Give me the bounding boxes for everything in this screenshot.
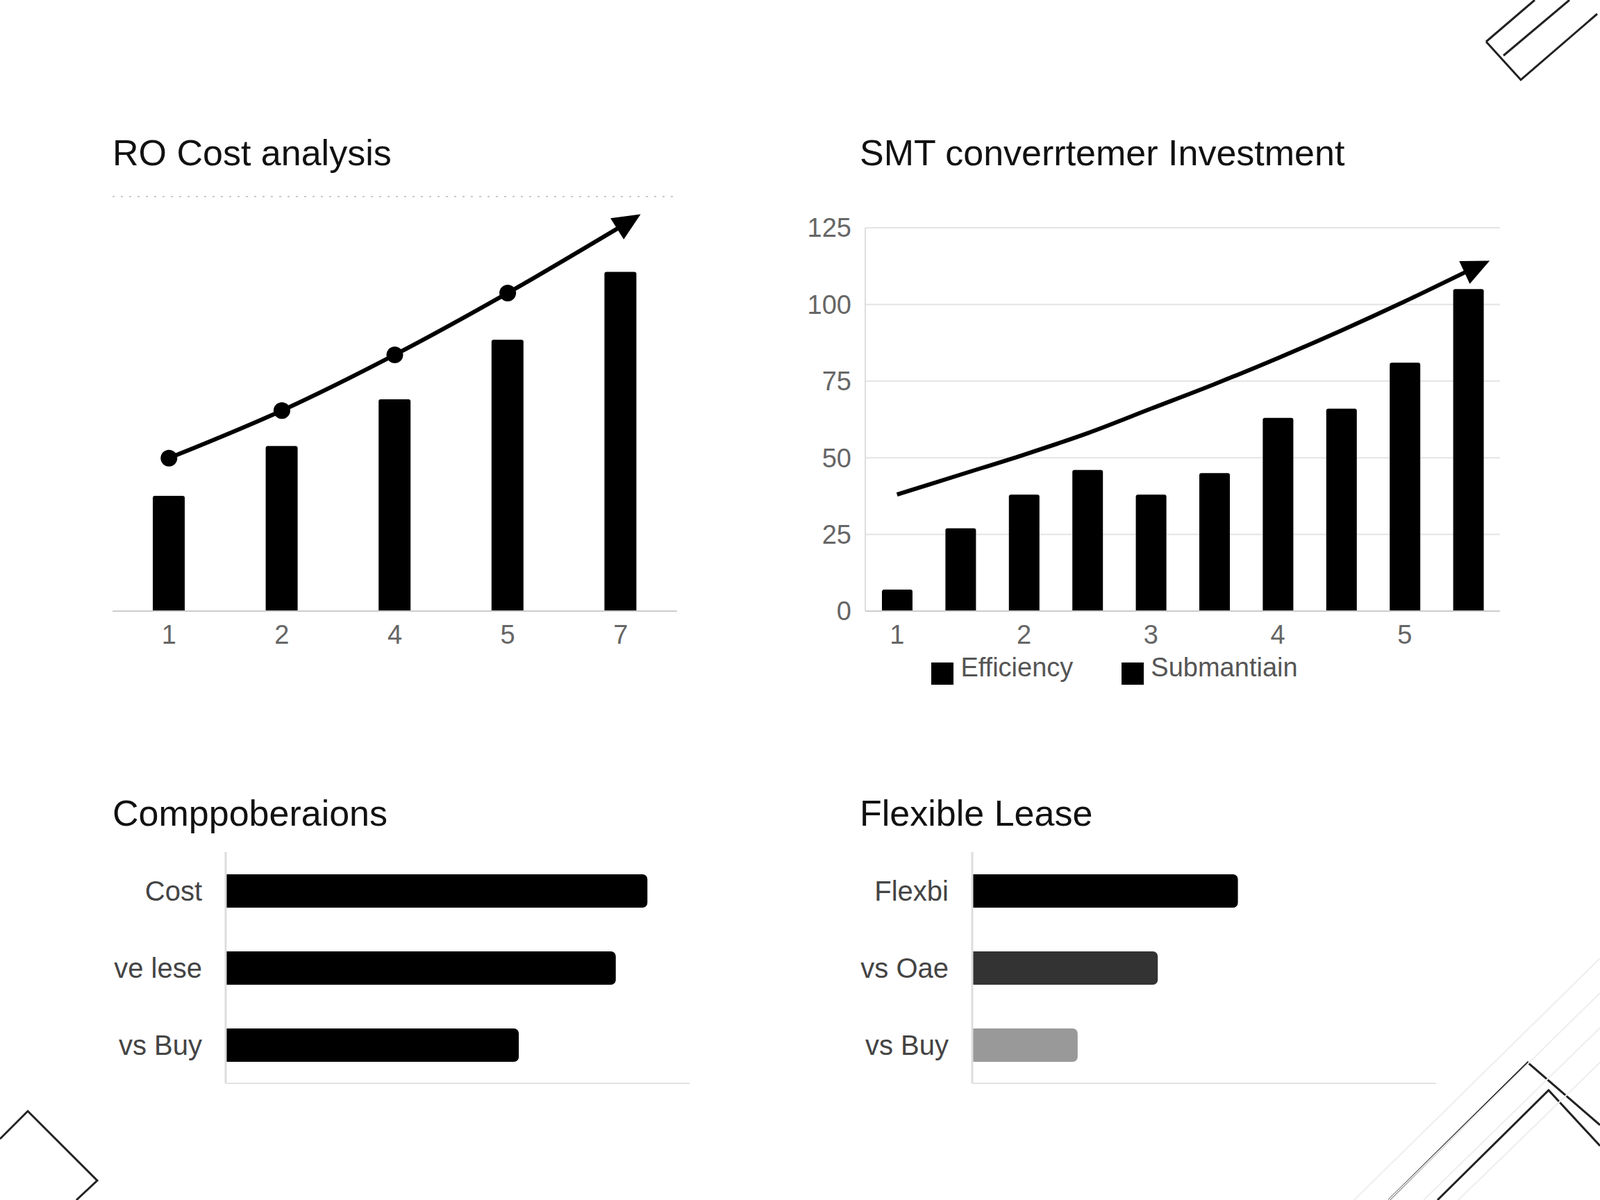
svg-text:5: 5 xyxy=(500,620,516,650)
svg-text:ve lese: ve lese xyxy=(113,952,203,984)
svg-text:4: 4 xyxy=(387,620,403,650)
svg-text:125: 125 xyxy=(807,213,852,243)
svg-text:50: 50 xyxy=(822,443,852,473)
html-text:Submantiain: Submantiain xyxy=(1150,652,1298,682)
svg-text:2: 2 xyxy=(1016,620,1032,650)
svg-text:Flexbi: Flexbi xyxy=(874,875,949,907)
svg-text:100: 100 xyxy=(807,290,852,320)
html-text:Comppoberaions: Comppoberaions xyxy=(112,793,388,834)
svg-text:3: 3 xyxy=(1143,620,1159,650)
svg-text:5: 5 xyxy=(1397,620,1412,650)
html-text:Efficiency: Efficiency xyxy=(960,652,1074,682)
svg-text:2: 2 xyxy=(274,620,289,650)
svg-text:vs Oae: vs Oae xyxy=(860,952,949,984)
html-text:RO Cost analysis: RO Cost analysis xyxy=(112,132,392,173)
svg-text:25: 25 xyxy=(822,520,852,550)
svg-text:75: 75 xyxy=(822,366,852,396)
svg-text:vs Buy: vs Buy xyxy=(118,1029,203,1061)
svg-text:7: 7 xyxy=(613,620,628,650)
svg-text:vs Buy: vs Buy xyxy=(865,1029,949,1061)
html-text:SMT converrtemer Investment: SMT converrtemer Investment xyxy=(859,132,1345,173)
svg-text:Cost: Cost xyxy=(145,875,203,907)
svg-text:4: 4 xyxy=(1270,620,1286,650)
svg-text:1: 1 xyxy=(889,620,905,650)
svg-text:0: 0 xyxy=(836,596,852,626)
html-text:Flexible Lease: Flexible Lease xyxy=(859,793,1093,834)
svg-text:1: 1 xyxy=(161,620,177,650)
